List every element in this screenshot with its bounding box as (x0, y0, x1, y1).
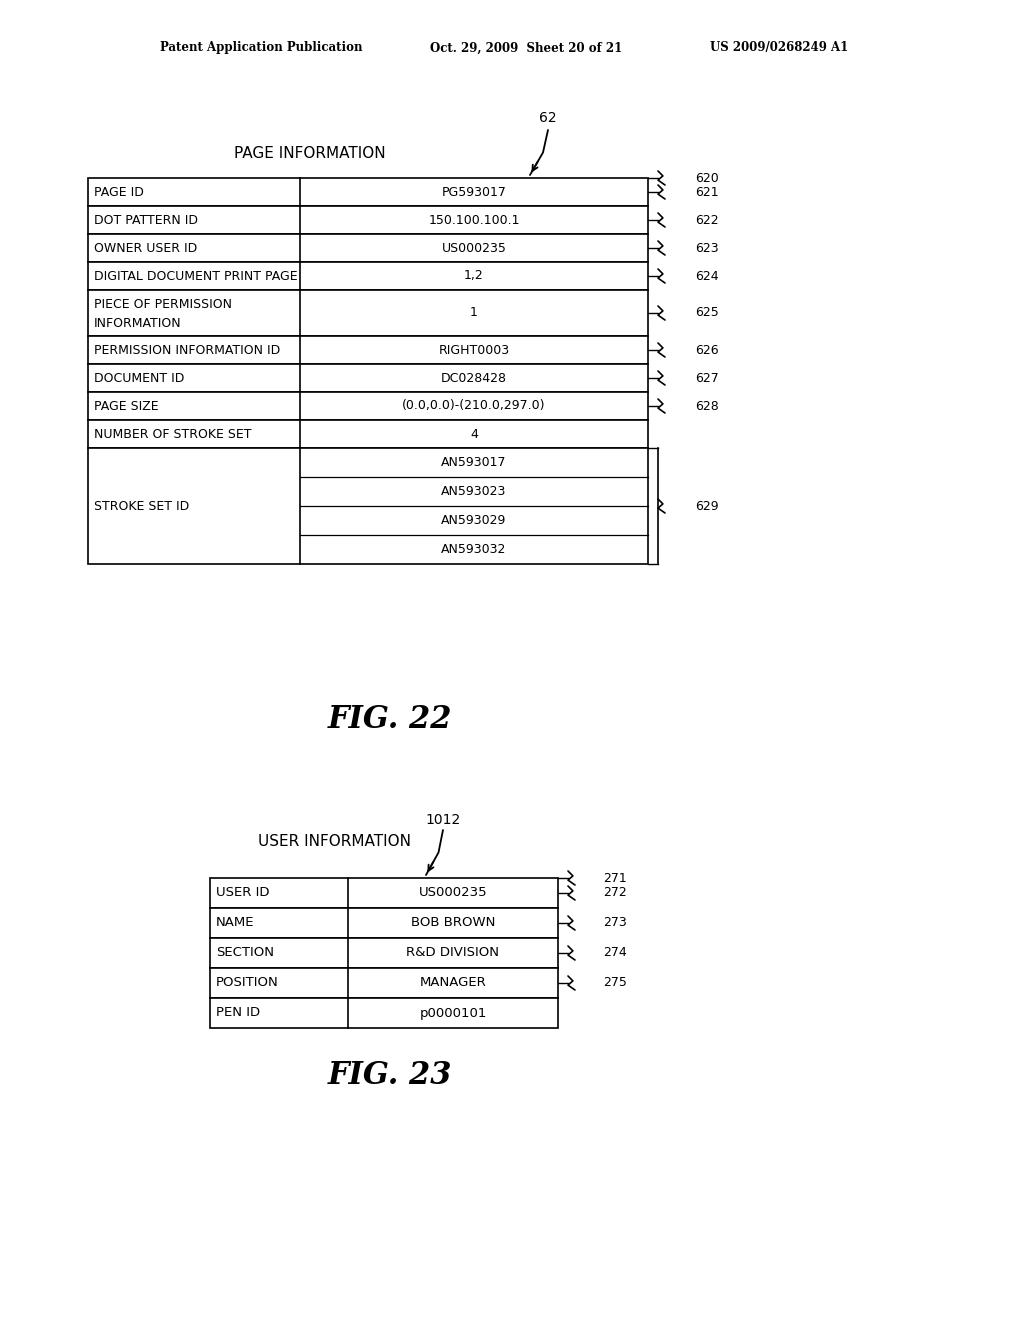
Text: 273: 273 (603, 916, 627, 929)
Bar (88, 234, 648, 261)
Text: SECTION: SECTION (216, 946, 274, 960)
Bar (210, 878, 558, 908)
Text: 624: 624 (695, 269, 719, 282)
Text: AN593029: AN593029 (441, 513, 507, 527)
Text: DC028428: DC028428 (441, 371, 507, 384)
Text: USER ID: USER ID (216, 887, 269, 899)
Text: 629: 629 (695, 499, 719, 512)
Text: AN593023: AN593023 (441, 484, 507, 498)
Text: 622: 622 (695, 214, 719, 227)
Text: BOB BROWN: BOB BROWN (411, 916, 496, 929)
Text: NAME: NAME (216, 916, 255, 929)
Bar (88, 206, 648, 234)
Bar (88, 337, 648, 364)
Text: 272: 272 (603, 887, 627, 899)
Bar (210, 968, 558, 998)
Text: Patent Application Publication: Patent Application Publication (160, 41, 362, 54)
Text: PERMISSION INFORMATION ID: PERMISSION INFORMATION ID (94, 343, 281, 356)
Text: 621: 621 (695, 186, 719, 198)
Text: 271: 271 (603, 871, 627, 884)
Text: PAGE SIZE: PAGE SIZE (94, 400, 159, 412)
Text: 150.100.100.1: 150.100.100.1 (428, 214, 520, 227)
Text: PAGE INFORMATION: PAGE INFORMATION (234, 145, 386, 161)
Text: RIGHT0003: RIGHT0003 (438, 343, 510, 356)
Bar (88, 420, 648, 447)
Text: 626: 626 (695, 343, 719, 356)
Bar (88, 178, 648, 206)
Text: 1: 1 (470, 306, 478, 319)
Text: PAGE ID: PAGE ID (94, 186, 144, 198)
Text: 627: 627 (695, 371, 719, 384)
Text: 623: 623 (695, 242, 719, 255)
Text: US000235: US000235 (419, 887, 487, 899)
Text: MANAGER: MANAGER (420, 977, 486, 990)
Bar (88, 364, 648, 392)
Text: FIG. 22: FIG. 22 (328, 705, 453, 735)
Text: PG593017: PG593017 (441, 186, 507, 198)
Text: DOT PATTERN ID: DOT PATTERN ID (94, 214, 198, 227)
Text: AN593032: AN593032 (441, 543, 507, 556)
Bar (88, 392, 648, 420)
Text: US 2009/0268249 A1: US 2009/0268249 A1 (710, 41, 848, 54)
Text: 1,2: 1,2 (464, 269, 484, 282)
Text: OWNER USER ID: OWNER USER ID (94, 242, 198, 255)
Text: DOCUMENT ID: DOCUMENT ID (94, 371, 184, 384)
Text: 625: 625 (695, 306, 719, 319)
Text: Oct. 29, 2009  Sheet 20 of 21: Oct. 29, 2009 Sheet 20 of 21 (430, 41, 623, 54)
Bar (210, 998, 558, 1028)
Text: USER INFORMATION: USER INFORMATION (258, 834, 412, 850)
Bar (88, 261, 648, 290)
Text: (0.0,0.0)-(210.0,297.0): (0.0,0.0)-(210.0,297.0) (402, 400, 546, 412)
Text: 4: 4 (470, 428, 478, 441)
Text: 62: 62 (540, 111, 557, 125)
Text: STROKE SET ID: STROKE SET ID (94, 499, 189, 512)
Text: AN593017: AN593017 (441, 455, 507, 469)
Bar (88, 290, 648, 337)
Text: 275: 275 (603, 977, 627, 990)
Text: PEN ID: PEN ID (216, 1006, 260, 1019)
Text: FIG. 23: FIG. 23 (328, 1060, 453, 1090)
Text: R&D DIVISION: R&D DIVISION (407, 946, 500, 960)
Bar (210, 939, 558, 968)
Text: p0000101: p0000101 (419, 1006, 486, 1019)
Text: 274: 274 (603, 946, 627, 960)
Text: PIECE OF PERMISSION: PIECE OF PERMISSION (94, 298, 232, 312)
Text: DIGITAL DOCUMENT PRINT PAGE: DIGITAL DOCUMENT PRINT PAGE (94, 269, 298, 282)
Text: US000235: US000235 (441, 242, 507, 255)
Text: 1012: 1012 (425, 813, 461, 828)
Text: INFORMATION: INFORMATION (94, 317, 181, 330)
Text: POSITION: POSITION (216, 977, 279, 990)
Bar (88, 447, 648, 564)
Bar (210, 908, 558, 939)
Text: NUMBER OF STROKE SET: NUMBER OF STROKE SET (94, 428, 252, 441)
Text: 628: 628 (695, 400, 719, 412)
Text: 620: 620 (695, 172, 719, 185)
